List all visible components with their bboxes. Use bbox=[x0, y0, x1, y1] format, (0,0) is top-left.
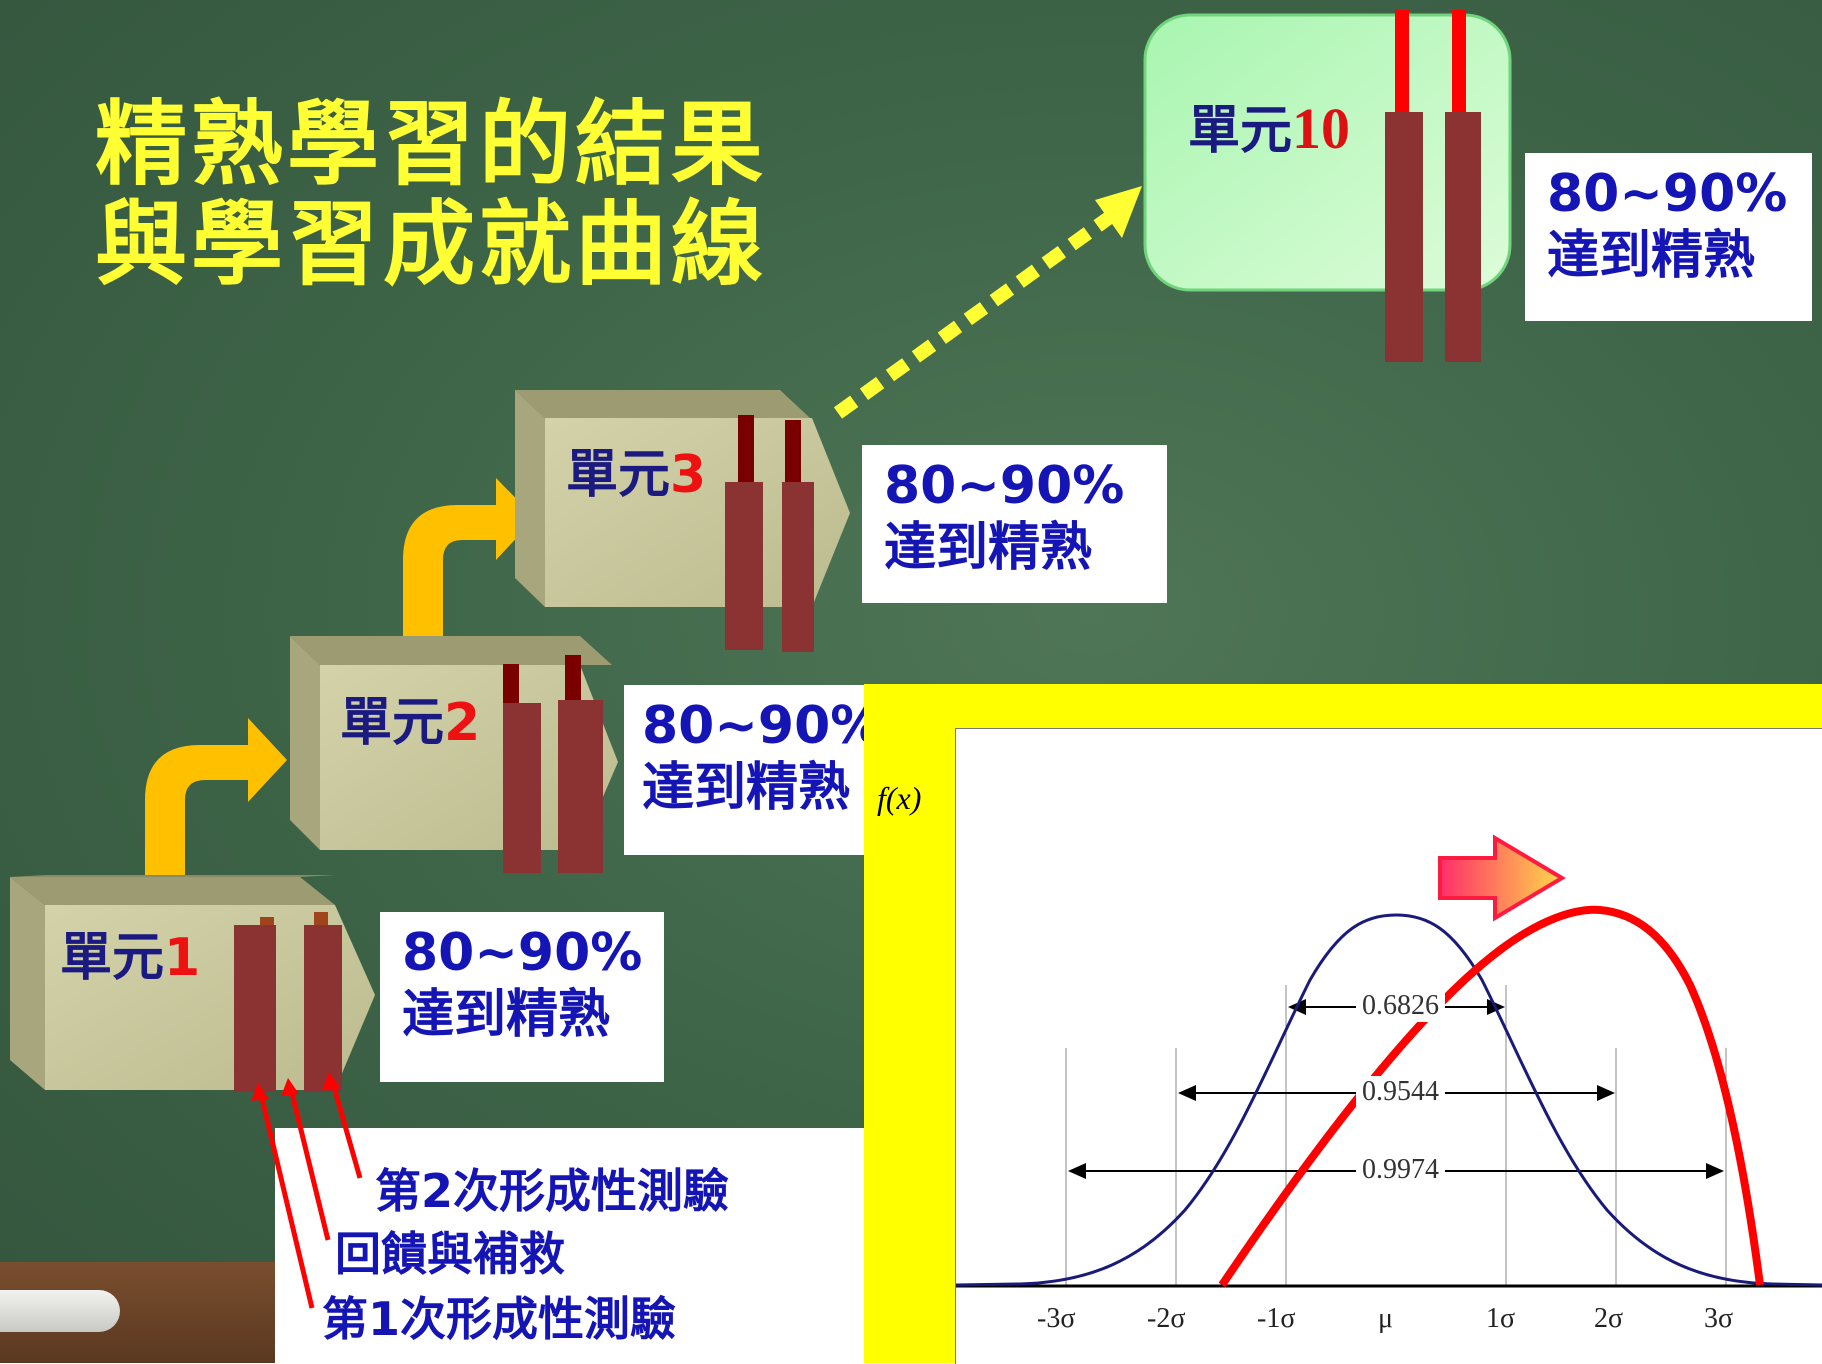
interval-label-1sigma: 0.6826 bbox=[1356, 990, 1445, 1022]
gradient-right-arrow-icon bbox=[1440, 838, 1562, 918]
x-tick-label: 2σ bbox=[1594, 1303, 1623, 1335]
pointer-line-feedback bbox=[290, 1085, 328, 1240]
pointer-head-icon bbox=[251, 1083, 269, 1101]
x-tick-label: 3σ bbox=[1704, 1303, 1733, 1335]
x-tick-label: μ bbox=[1378, 1303, 1393, 1335]
pointer-line-test-1 bbox=[260, 1090, 312, 1308]
x-tick-label: -2σ bbox=[1147, 1303, 1185, 1335]
x-tick-label: 1σ bbox=[1486, 1303, 1515, 1335]
x-tick-label: -3σ bbox=[1037, 1303, 1075, 1335]
pointer-head-icon bbox=[281, 1078, 299, 1096]
pointer-head-icon bbox=[322, 1072, 340, 1090]
sigma-guides bbox=[1066, 985, 1726, 1285]
pointer-line-test-2 bbox=[332, 1080, 360, 1178]
shifted-achievement-curve bbox=[1222, 910, 1760, 1285]
interval-label-2sigma: 0.9544 bbox=[1356, 1076, 1445, 1108]
x-tick-label: -1σ bbox=[1257, 1303, 1295, 1335]
interval-label-3sigma: 0.9974 bbox=[1356, 1154, 1445, 1186]
